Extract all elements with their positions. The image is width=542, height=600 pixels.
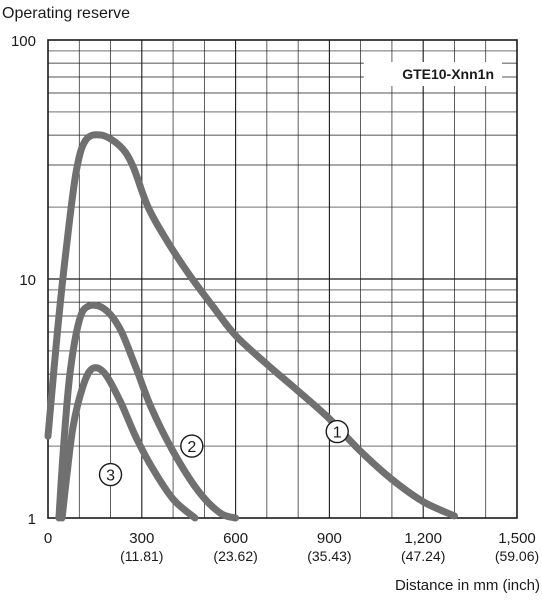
curve-3 bbox=[58, 364, 199, 522]
x-tick-label: 1,200 bbox=[404, 530, 442, 547]
y-tick-label: 1 bbox=[28, 511, 36, 528]
y-tick-label: 10 bbox=[19, 272, 36, 289]
x-tick-label: 600 bbox=[223, 530, 248, 547]
marker-label-1: 1 bbox=[333, 425, 342, 442]
x-tick-label: 300 bbox=[129, 530, 154, 547]
grid bbox=[48, 40, 517, 518]
x-tick-label: 0 bbox=[44, 530, 52, 547]
x-axis-label: Distance in mm (inch) bbox=[395, 577, 540, 594]
x-tick-sublabel: (47.24) bbox=[401, 548, 445, 564]
curves bbox=[44, 131, 458, 522]
marker-label-3: 3 bbox=[106, 468, 115, 485]
x-tick-sublabel: (23.62) bbox=[213, 548, 257, 564]
curve-2 bbox=[55, 301, 240, 522]
curve-1 bbox=[44, 131, 458, 520]
y-axis-label: Operating reserve bbox=[2, 5, 130, 22]
plot-frame bbox=[47, 39, 518, 519]
curve-markers: 1 2 3 bbox=[98, 419, 349, 487]
x-tick-label: 1,500 bbox=[498, 530, 536, 547]
chart-title: GTE10-Xnn1n bbox=[402, 66, 494, 82]
marker-circle-2 bbox=[180, 434, 204, 458]
x-tick-labels: 0 300(11.81) 600(23.62) 900(35.43) 1,200(47.… bbox=[44, 530, 539, 564]
marker-circle-3 bbox=[98, 462, 123, 487]
x-tick-label: 900 bbox=[317, 530, 342, 547]
y-tick-label: 100 bbox=[11, 33, 36, 50]
marker-label-2: 2 bbox=[187, 439, 196, 456]
x-tick-sublabel: (11.81) bbox=[120, 548, 163, 564]
x-tick-sublabel: (59.06) bbox=[495, 548, 539, 564]
y-tick-labels: 1 10 100 bbox=[11, 33, 36, 528]
x-tick-sublabel: (35.43) bbox=[307, 548, 351, 564]
chart-title-background bbox=[364, 62, 502, 86]
marker-circle-1 bbox=[325, 419, 349, 444]
